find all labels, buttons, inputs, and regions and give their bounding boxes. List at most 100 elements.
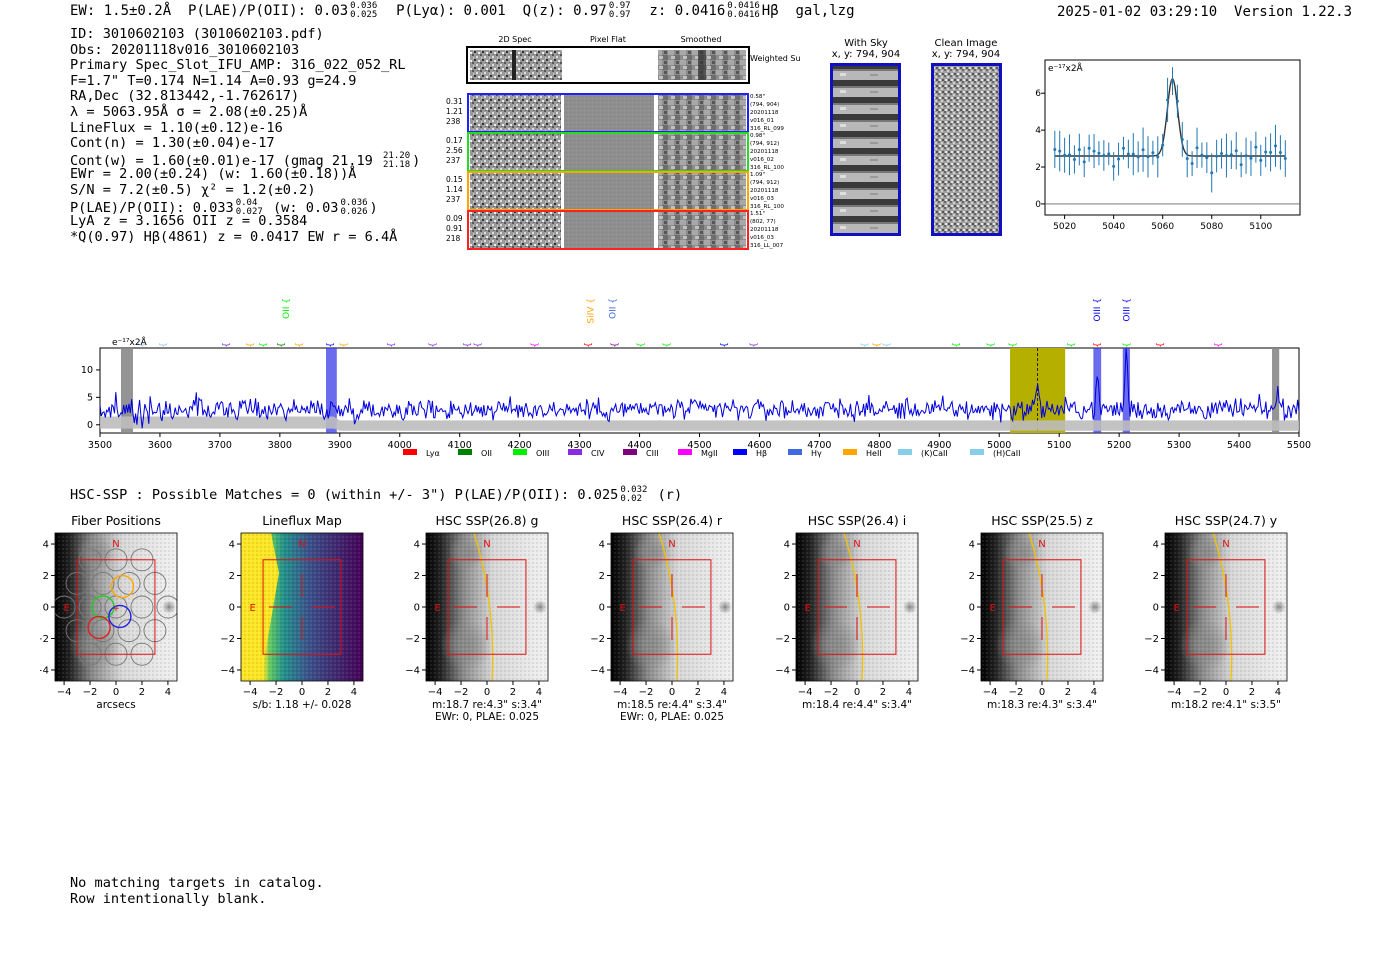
spectrum-legend: Lyα OII OIII CIV CIII MgII Hβ Hγ HeII (K)CaII (H)C… <box>403 449 1020 458</box>
panel-ytick-label-3-1: −2 <box>590 634 605 645</box>
fiber-circle-11 <box>156 595 177 619</box>
panel-ytick-label-6-3: 2 <box>1153 571 1159 582</box>
panel-xtick-label-2-2: 0 <box>484 687 490 698</box>
fiber-circle-8 <box>78 595 102 619</box>
aperture-box-2 <box>447 559 527 655</box>
panel-ytick-label-2-4: 4 <box>414 540 420 551</box>
plae-w-end: ) <box>369 199 378 216</box>
east-label-5: E <box>990 603 996 614</box>
fit-point-24 <box>1171 79 1174 83</box>
fit-point-35 <box>1224 154 1228 158</box>
fit-point-47 <box>1283 157 1287 161</box>
panel-image-6 <box>1165 533 1287 681</box>
fiber-blue <box>108 604 132 629</box>
spec-xtick-label-20: 5500 <box>1287 440 1311 451</box>
cutout-frame-3 <box>467 210 749 250</box>
panel-xtick-label-6-1: −2 <box>1193 687 1208 698</box>
panel-title-1: Lineflux Map <box>262 513 342 528</box>
legend-swatch-0 <box>403 449 417 455</box>
shade-hb-band <box>326 348 337 433</box>
panel-title-3: HSC SSP(26.4) r <box>622 513 723 528</box>
fiber-circle-5 <box>117 571 141 595</box>
ew-label: EW: 1.5±0.2Å <box>70 3 172 19</box>
aperture-arc-6 <box>1212 533 1233 681</box>
cutout-gap-a-0 <box>561 95 564 131</box>
clean-image-xy: x, y: 794, 904 <box>931 49 1001 60</box>
fit-point-39 <box>1244 154 1248 158</box>
footer-line1: No matching targets in catalog. <box>70 875 324 891</box>
fit-point-45 <box>1273 144 1277 148</box>
aperture-arc-4 <box>843 533 864 681</box>
panel-ytick-label-6-2: 0 <box>1153 603 1159 614</box>
panel-xtick-label-0-4: 4 <box>165 687 171 698</box>
panel-caption1-1: s/b: 1.18 +/- 0.028 <box>253 699 352 711</box>
info-contw: Cont(w) = 1.60(±0.01)e-17 (gmag 21.19 21… <box>70 150 420 169</box>
panel-xtick-label-6-2: 0 <box>1223 687 1229 698</box>
fit-point-18 <box>1141 148 1145 152</box>
panel-ytick-label-0-2: 0 <box>43 603 49 614</box>
cutout-left-3-2: 218 <box>446 234 461 243</box>
plae-label: P(LAE)/P(OII): 0.03 <box>188 3 349 19</box>
spec-ytick-label-2: 10 <box>81 365 93 376</box>
qz-lo: 0.97 <box>608 10 631 20</box>
cutout-header-flat: Pixel Flat <box>590 35 626 44</box>
fit-point-38 <box>1239 163 1243 167</box>
info-lambda: λ = 5063.95Å σ = 2.08(±0.25)Å <box>70 103 308 120</box>
panel-title-4: HSC SSP(26.4) i <box>808 513 906 528</box>
hsc-line-text: HSC-SSP : Possible Matches = 0 (within +… <box>70 487 619 503</box>
legend-swatch-9 <box>898 449 912 455</box>
panel-xtick-label-4-2: 0 <box>854 687 860 698</box>
panel-ytick-label-6-0: −4 <box>1144 665 1159 676</box>
cutout-right-3-0: 1.51" <box>750 211 765 217</box>
fit-point-22 <box>1161 143 1165 147</box>
spectrum-curve <box>99 348 1300 429</box>
cutout-left-0-2: 238 <box>446 117 461 126</box>
panel-xtick-label-1-2: 0 <box>299 687 305 698</box>
panel-xtick-label-6-3: 2 <box>1249 687 1255 698</box>
fit-point-25 <box>1175 99 1179 103</box>
north-label-3: N <box>668 539 675 550</box>
fiber-circle-4 <box>91 571 115 595</box>
spec-xtick-label-1: 3600 <box>148 440 172 451</box>
plae-text: P(LAE)/P(OII): 0.033 <box>70 199 234 216</box>
panel-ytick-label-1-1: −2 <box>220 634 235 645</box>
info-lineflux: LineFlux = 1.10(±0.12)e-16 <box>70 119 283 136</box>
legend-label-3: CIV <box>591 449 605 458</box>
fit-point-2 <box>1063 153 1067 157</box>
panel-caption1-3: m:18.5 re:4.4" s:3.4" <box>617 699 727 711</box>
fit-point-44 <box>1269 150 1273 154</box>
legend-label-5: MgII <box>701 449 718 458</box>
fit-point-0 <box>1053 147 1057 151</box>
legend-swatch-6 <box>733 449 747 455</box>
cutout-right-2-0: 1.09" <box>750 172 765 178</box>
contw-text: Cont(w) = 1.60(±0.01)e-17 (gmag 21.19 <box>70 152 373 169</box>
legend-label-10: (H)CaII <box>993 449 1020 458</box>
panel-image-1 <box>241 533 363 681</box>
clean-image-title: Clean Image x, y: 794, 904 <box>930 38 1002 60</box>
panel-xtick-label-0-1: −2 <box>83 687 98 698</box>
aperture-box-1 <box>262 559 342 655</box>
panel-xtick-label-2-4: 4 <box>536 687 542 698</box>
fit-point-11 <box>1107 152 1111 156</box>
contw-hi: 21.20 <box>383 150 411 161</box>
fit-point-33 <box>1215 154 1219 158</box>
z-label: z: 0.0416 <box>649 3 726 19</box>
panel-xtick-label-5-3: 2 <box>1065 687 1071 698</box>
line-label-15: SiIV { <box>586 298 596 324</box>
info-id: ID: 3010602103 (3010602103.pdf) <box>70 26 324 42</box>
fit-point-8 <box>1092 149 1096 153</box>
cutout-right-1-4: 316_RL_100 <box>750 165 784 171</box>
panel-ytick-label-2-3: 2 <box>414 571 420 582</box>
panel-xtick-label-3-4: 4 <box>721 687 727 698</box>
info-fiber: F=1.7" T=0.174 N=1.14 A=0.93 g=24.9 <box>70 72 357 89</box>
cutout-right-0-4: 316_RL_099 <box>750 126 784 132</box>
info-primary: Primary Spec_Slot_IFU_AMP: 316_022_052_R… <box>70 57 406 74</box>
info-plae: P(LAE)/P(OII): 0.033 0.04 0.027 (w: 0.03 0.… <box>70 198 420 217</box>
full-spectrum: MgII {MgII {SiIV {Lyα {OII {MgII {OII {N… <box>81 298 1311 458</box>
legend-swatch-5 <box>678 449 692 455</box>
fit-point-20 <box>1151 151 1155 155</box>
aperture-box-6 <box>1186 559 1266 655</box>
plae-info-lo: 0.027 <box>235 206 263 217</box>
spec-xtick-label-12: 4700 <box>807 440 831 451</box>
